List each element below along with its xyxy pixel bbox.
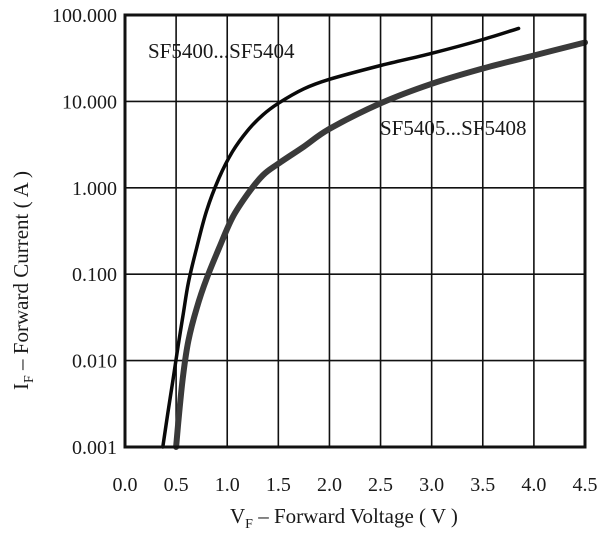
series-lines <box>161 26 588 450</box>
x-tick-label: 3.0 <box>419 474 444 496</box>
y-axis-title: IF – Forward Current ( A ) <box>9 171 37 390</box>
grid <box>124 14 586 448</box>
x-tick-label: 2.0 <box>317 474 342 496</box>
x-tick-label: 4.0 <box>521 474 546 496</box>
x-tick-labels: 0.0 0.5 1.0 1.5 2.0 2.5 3.0 3.5 4.0 4.5 <box>113 474 598 496</box>
x-tick-label: 0.0 <box>113 474 138 496</box>
y-tick-label: 1.000 <box>72 178 117 200</box>
x-axis-title-main: V <box>230 504 245 528</box>
y-tick-labels: 0.001 0.010 0.100 1.000 10.000 100.000 <box>52 5 117 459</box>
y-axis-title-main: I <box>9 383 33 390</box>
y-axis-title-rest: – Forward Current ( A ) <box>9 171 33 375</box>
y-tick-label: 0.001 <box>72 437 117 459</box>
series-line-sf5400-sf5404 <box>161 26 521 449</box>
plot-frame <box>123 13 587 449</box>
series-line-sf5405-sf5408 <box>173 39 588 450</box>
y-tick-label: 0.010 <box>72 351 117 373</box>
series-label-sf5405-sf5408: SF5405...SF5408 <box>380 116 526 140</box>
x-tick-label: 2.5 <box>368 474 393 496</box>
series-label-sf5400-sf5404: SF5400...SF5404 <box>148 39 295 63</box>
y-axis-title-sub: F <box>22 375 37 383</box>
x-tick-label: 3.5 <box>470 474 495 496</box>
x-axis-title: VF – Forward Voltage ( V ) <box>230 504 458 532</box>
y-tick-label: 100.000 <box>52 5 117 27</box>
x-tick-label: 1.5 <box>266 474 291 496</box>
x-tick-label: 1.0 <box>215 474 240 496</box>
y-tick-label: 10.000 <box>62 91 117 113</box>
x-axis-title-rest: – Forward Voltage ( V ) <box>253 504 458 528</box>
y-tick-label: 0.100 <box>72 264 117 286</box>
x-tick-label: 4.5 <box>573 474 598 496</box>
x-axis-title-sub: F <box>245 517 253 532</box>
x-tick-label: 0.5 <box>164 474 189 496</box>
